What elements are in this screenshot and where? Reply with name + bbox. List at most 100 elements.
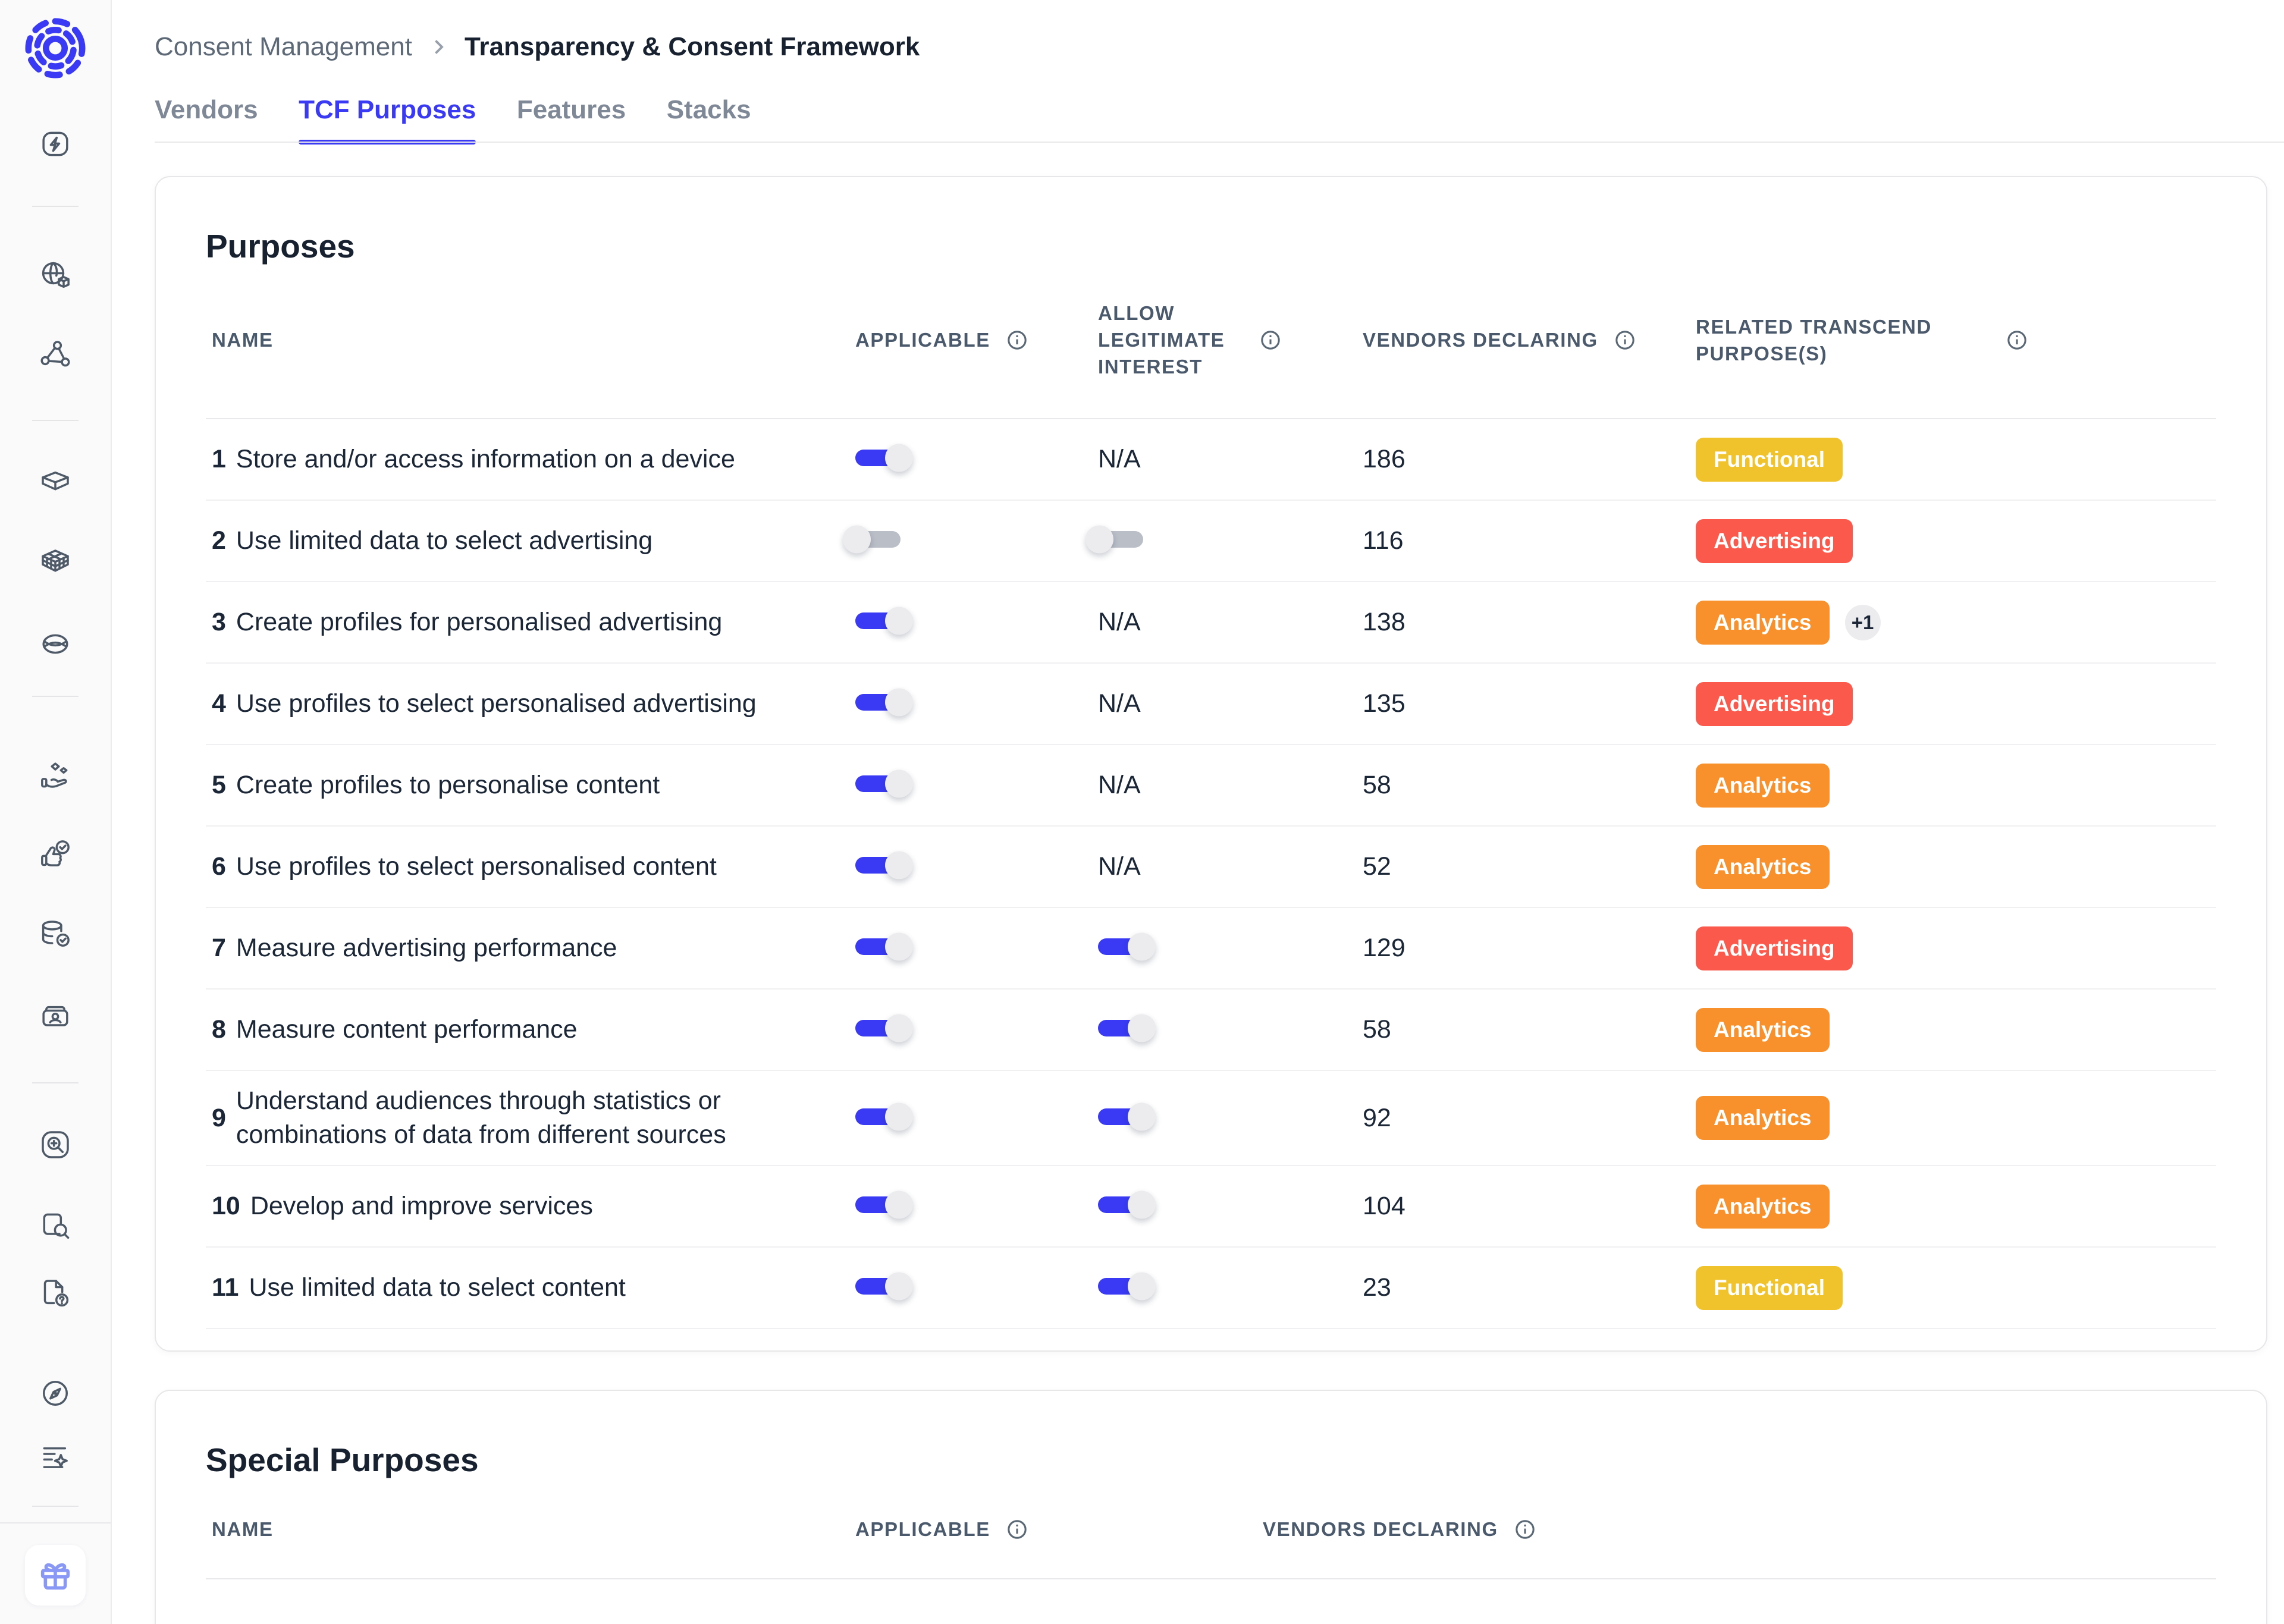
sidebar-divider	[32, 420, 79, 421]
not-applicable-label: N/A	[1098, 689, 1141, 718]
data-mapping-nav-item[interactable]	[39, 546, 72, 580]
app-logo[interactable]	[24, 17, 87, 83]
purpose-number: 9	[212, 1103, 226, 1132]
purpose-row: 3 Create profiles for personalised adver…	[206, 582, 2216, 664]
legitimate-interest-toggle[interactable]	[1098, 932, 1156, 961]
toggle-knob	[1128, 1014, 1156, 1042]
purpose-name: Store and/or access information on a dev…	[236, 445, 735, 473]
logo-icon	[25, 18, 86, 78]
content-classification-nav-item[interactable]	[39, 1209, 72, 1242]
employees-nav-item[interactable]	[39, 1000, 72, 1034]
info-icon[interactable]	[1515, 1519, 1535, 1540]
vendors-declaring-count: 58	[1363, 771, 1391, 799]
audit-log-nav-item[interactable]	[39, 1441, 72, 1475]
info-icon[interactable]	[1007, 330, 1027, 350]
purpose-row: 9 Understand audiences through statistic…	[206, 1071, 2216, 1166]
toggle-knob	[885, 1102, 913, 1130]
applicable-toggle[interactable]	[855, 1014, 913, 1042]
applicable-toggle[interactable]	[855, 851, 913, 879]
lightning-icon	[42, 131, 68, 156]
document-question-icon	[43, 1280, 69, 1307]
purpose-name: Use limited data to select advertising	[236, 526, 653, 555]
applicable-toggle[interactable]	[855, 444, 913, 472]
toggle-knob	[1128, 1102, 1156, 1130]
explore-nav-item[interactable]	[39, 1377, 72, 1410]
related-purpose-badge: Analytics	[1696, 1007, 1830, 1052]
breadcrumb-parent-link[interactable]: Consent Management	[155, 32, 412, 61]
vendors-declaring-count: 186	[1363, 445, 1405, 473]
purpose-number: 11	[212, 1273, 239, 1302]
applicable-toggle[interactable]	[843, 525, 901, 554]
web-nav-item[interactable]	[39, 259, 72, 292]
toggle-knob	[885, 932, 913, 961]
column-header-applicable: APPLICABLE	[855, 1518, 990, 1540]
consent-nav-item[interactable]	[39, 838, 72, 871]
privacy-requests-nav-item[interactable]	[39, 759, 72, 792]
purpose-name: Use limited data to select content	[249, 1273, 626, 1302]
data-inventory-nav-item[interactable]	[39, 466, 72, 499]
purpose-number: 5	[212, 771, 226, 799]
purpose-name: Measure advertising performance	[236, 934, 617, 962]
related-purpose-badge: Advertising	[1696, 519, 1853, 563]
applicable-toggle[interactable]	[855, 688, 913, 717]
column-header-vendors-declaring: VENDORS DECLARING	[1263, 1518, 1498, 1540]
sombra-nav-item[interactable]	[39, 627, 72, 661]
info-icon[interactable]	[2007, 330, 2027, 350]
purpose-name: Measure content performance	[236, 1015, 578, 1044]
sidebar-divider	[32, 206, 79, 207]
tab-tcf-purposes[interactable]: TCF Purposes	[299, 95, 476, 145]
toggle-knob	[885, 607, 913, 635]
applicable-toggle[interactable]	[855, 1102, 913, 1130]
applicable-toggle[interactable]	[855, 1190, 913, 1219]
info-icon[interactable]	[1007, 1519, 1027, 1540]
chevron-right-icon	[428, 36, 449, 58]
document-search-icon	[43, 1213, 70, 1239]
assessments-nav-item[interactable]	[39, 1277, 72, 1310]
legitimate-interest-toggle[interactable]	[1098, 1190, 1156, 1219]
tab-stacks[interactable]: Stacks	[666, 95, 751, 124]
purpose-number: 7	[212, 934, 226, 962]
info-icon[interactable]	[1260, 330, 1281, 350]
purposes-table-header: NAME APPLICABLE ALLOW LEGITIMATE INTERES…	[206, 265, 2216, 419]
column-header-applicable: APPLICABLE	[855, 329, 990, 351]
legitimate-interest-toggle[interactable]	[1098, 1102, 1156, 1130]
rubik-cube-icon	[42, 549, 69, 572]
purpose-name: Use profiles to select personalised adve…	[236, 689, 757, 718]
integrations-nav-item[interactable]	[39, 338, 72, 371]
info-icon[interactable]	[1615, 330, 1635, 350]
related-purpose-badge: Functional	[1696, 1265, 1843, 1310]
vendors-declaring-count: 92	[1363, 1103, 1391, 1132]
not-applicable-label: N/A	[1098, 445, 1141, 473]
applicable-toggle[interactable]	[855, 1272, 913, 1301]
applicable-toggle[interactable]	[855, 932, 913, 961]
related-purpose-badge: Advertising	[1696, 681, 1853, 726]
purpose-row: 2 Use limited data to select advertising…	[206, 501, 2216, 582]
vendors-declaring-count: 58	[1363, 1015, 1391, 1044]
more-purposes-chip[interactable]: +1	[1844, 604, 1881, 640]
quickstart-nav-item[interactable]	[39, 127, 72, 161]
purpose-row: 8 Measure content performance 58 Analyti…	[206, 990, 2216, 1071]
related-purpose-badge: Advertising	[1696, 926, 1853, 970]
toggle-knob	[1085, 525, 1113, 554]
sidebar-divider	[32, 696, 79, 697]
purpose-row: 5 Create profiles to personalise content…	[206, 745, 2216, 827]
related-purpose-badge: Analytics	[1696, 844, 1830, 889]
main-content: Consent Management Transparency & Consen…	[112, 0, 2284, 1624]
tab-features[interactable]: Features	[516, 95, 626, 124]
applicable-toggle[interactable]	[855, 769, 913, 798]
data-silos-nav-item[interactable]	[39, 918, 72, 951]
whats-new-button[interactable]	[25, 1545, 86, 1606]
legitimate-interest-toggle[interactable]	[1098, 1272, 1156, 1301]
discovery-nav-item[interactable]	[39, 1128, 72, 1161]
sidebar-footer-divider	[0, 1522, 111, 1524]
legitimate-interest-toggle[interactable]	[1085, 525, 1143, 554]
sidebar-divider	[32, 1082, 79, 1083]
related-purpose-badge: Analytics	[1696, 1184, 1830, 1229]
toggle-knob	[885, 1014, 913, 1042]
tab-vendors[interactable]: Vendors	[155, 95, 258, 124]
legitimate-interest-toggle[interactable]	[1098, 1014, 1156, 1042]
applicable-toggle[interactable]	[855, 607, 913, 635]
list-sparkle-icon	[43, 1447, 68, 1468]
column-header-legitimate-interest: ALLOW LEGITIMATE INTEREST	[1098, 302, 1225, 378]
vendors-declaring-count: 104	[1363, 1192, 1405, 1220]
